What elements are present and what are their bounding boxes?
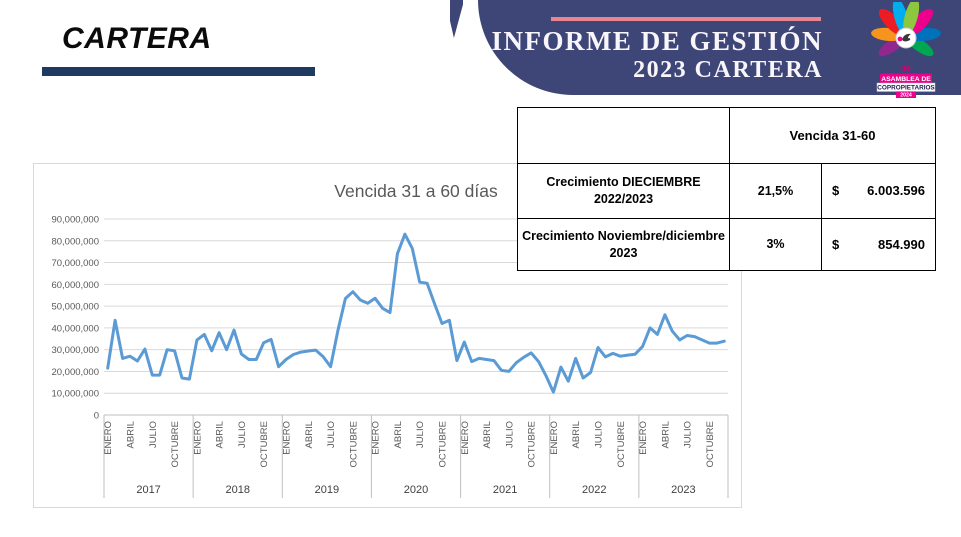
row-amount: $ 854.990 [821, 218, 936, 271]
amount-value: 6.003.596 [867, 183, 925, 199]
svg-text:JULIO: JULIO [237, 421, 248, 448]
svg-text:40,000,000: 40,000,000 [51, 323, 99, 334]
svg-text:2018: 2018 [225, 484, 249, 496]
logo-line2: COPROPIETARIOS [877, 85, 935, 92]
svg-text:ENERO: ENERO [638, 421, 649, 455]
svg-text:JULIO: JULIO [326, 421, 337, 448]
svg-text:50,000,000: 50,000,000 [51, 302, 99, 313]
svg-text:20,000,000: 20,000,000 [51, 367, 99, 378]
svg-text:ENERO: ENERO [103, 421, 114, 455]
banner-title: INFORME DE GESTIÓN 2023 CARTERA [491, 26, 823, 84]
row-percent: 21,5% [729, 163, 822, 219]
table-header-row: Vencida 31-60 [517, 107, 936, 164]
svg-text:60,000,000: 60,000,000 [51, 280, 99, 291]
growth-table: Vencida 31-60 Crecimiento DIECIEMBRE 202… [517, 107, 936, 271]
svg-text:0: 0 [94, 411, 99, 422]
svg-text:OCTUBRE: OCTUBRE [259, 421, 270, 467]
amount-value: 854.990 [878, 236, 925, 252]
banner-title-line2: 2023 CARTERA [633, 57, 823, 83]
svg-text:ENERO: ENERO [460, 421, 471, 455]
table-row: Crecimiento DIECIEMBRE 2022/2023 21,5% $… [517, 163, 936, 219]
svg-text:10,000,000: 10,000,000 [51, 389, 99, 400]
svg-text:OCTUBRE: OCTUBRE [348, 421, 359, 467]
svg-text:OCTUBRE: OCTUBRE [705, 421, 716, 467]
svg-text:80,000,000: 80,000,000 [51, 236, 99, 247]
svg-text:OCTUBRE: OCTUBRE [170, 421, 181, 467]
svg-text:ENERO: ENERO [549, 421, 560, 455]
svg-text:30,000,000: 30,000,000 [51, 345, 99, 356]
section-title: CARTERA [62, 22, 212, 55]
svg-text:ENERO: ENERO [282, 421, 293, 455]
currency-symbol: $ [832, 236, 840, 252]
svg-text:70,000,000: 70,000,000 [51, 258, 99, 269]
table-header-vencida: Vencida 31-60 [729, 107, 936, 164]
svg-text:ABRIL: ABRIL [126, 421, 137, 448]
logo-line1: ASAMBLEA DE [881, 76, 931, 83]
svg-text:JULIO: JULIO [415, 421, 426, 448]
svg-text:ABRIL: ABRIL [304, 421, 315, 448]
row-label: Crecimiento DIECIEMBRE 2022/2023 [517, 163, 730, 219]
vencida-line-chart: 0 10,000,000 20,000,000 30,000,000 40,000,00… [51, 181, 729, 498]
svg-text:ABRIL: ABRIL [571, 421, 582, 448]
svg-text:OCTUBRE: OCTUBRE [616, 421, 627, 467]
svg-text:JULIO: JULIO [683, 421, 694, 448]
section-title-underline [42, 67, 315, 76]
currency-symbol: $ [832, 183, 840, 199]
svg-text:Vencida 31 a 60 días: Vencida 31 a 60 días [334, 181, 498, 201]
svg-text:2019: 2019 [315, 484, 339, 496]
svg-text:2020: 2020 [404, 484, 428, 496]
svg-text:90,000,000: 90,000,000 [51, 215, 99, 226]
assembly-logo: -39- ASAMBLEA DE COPROPIETARIOS 2024 [871, 2, 941, 98]
svg-text:2021: 2021 [493, 484, 517, 496]
svg-text:ENERO: ENERO [371, 421, 382, 455]
banner-title-line1: INFORME DE GESTIÓN [491, 26, 823, 56]
banner-decorative-sliver [450, 0, 463, 38]
svg-text:JULIO: JULIO [504, 421, 515, 448]
svg-text:ENERO: ENERO [192, 421, 203, 455]
header-banner: INFORME DE GESTIÓN 2023 CARTERA [478, 0, 961, 98]
svg-text:ABRIL: ABRIL [393, 421, 404, 448]
svg-text:JULIO: JULIO [594, 421, 605, 448]
row-amount: $ 6.003.596 [821, 163, 936, 219]
table-corner-cell [517, 107, 730, 164]
svg-text:ABRIL: ABRIL [215, 421, 226, 448]
svg-text:JULIO: JULIO [148, 421, 159, 448]
svg-text:OCTUBRE: OCTUBRE [527, 421, 538, 467]
banner-accent-line [551, 17, 821, 21]
svg-text:OCTUBRE: OCTUBRE [438, 421, 449, 467]
svg-text:ABRIL: ABRIL [660, 421, 671, 448]
svg-text:2017: 2017 [136, 484, 160, 496]
logo-starburst-icon [871, 2, 941, 57]
table-row: Crecimiento Noviembre/diciembre 2023 3% … [517, 218, 936, 271]
logo-number: -39- [899, 64, 913, 73]
svg-text:2022: 2022 [582, 484, 606, 496]
row-percent: 3% [729, 218, 822, 271]
logo-year: 2024 [900, 93, 912, 98]
svg-text:ABRIL: ABRIL [482, 421, 493, 448]
svg-text:2023: 2023 [671, 484, 695, 496]
row-label: Crecimiento Noviembre/diciembre 2023 [517, 218, 730, 271]
